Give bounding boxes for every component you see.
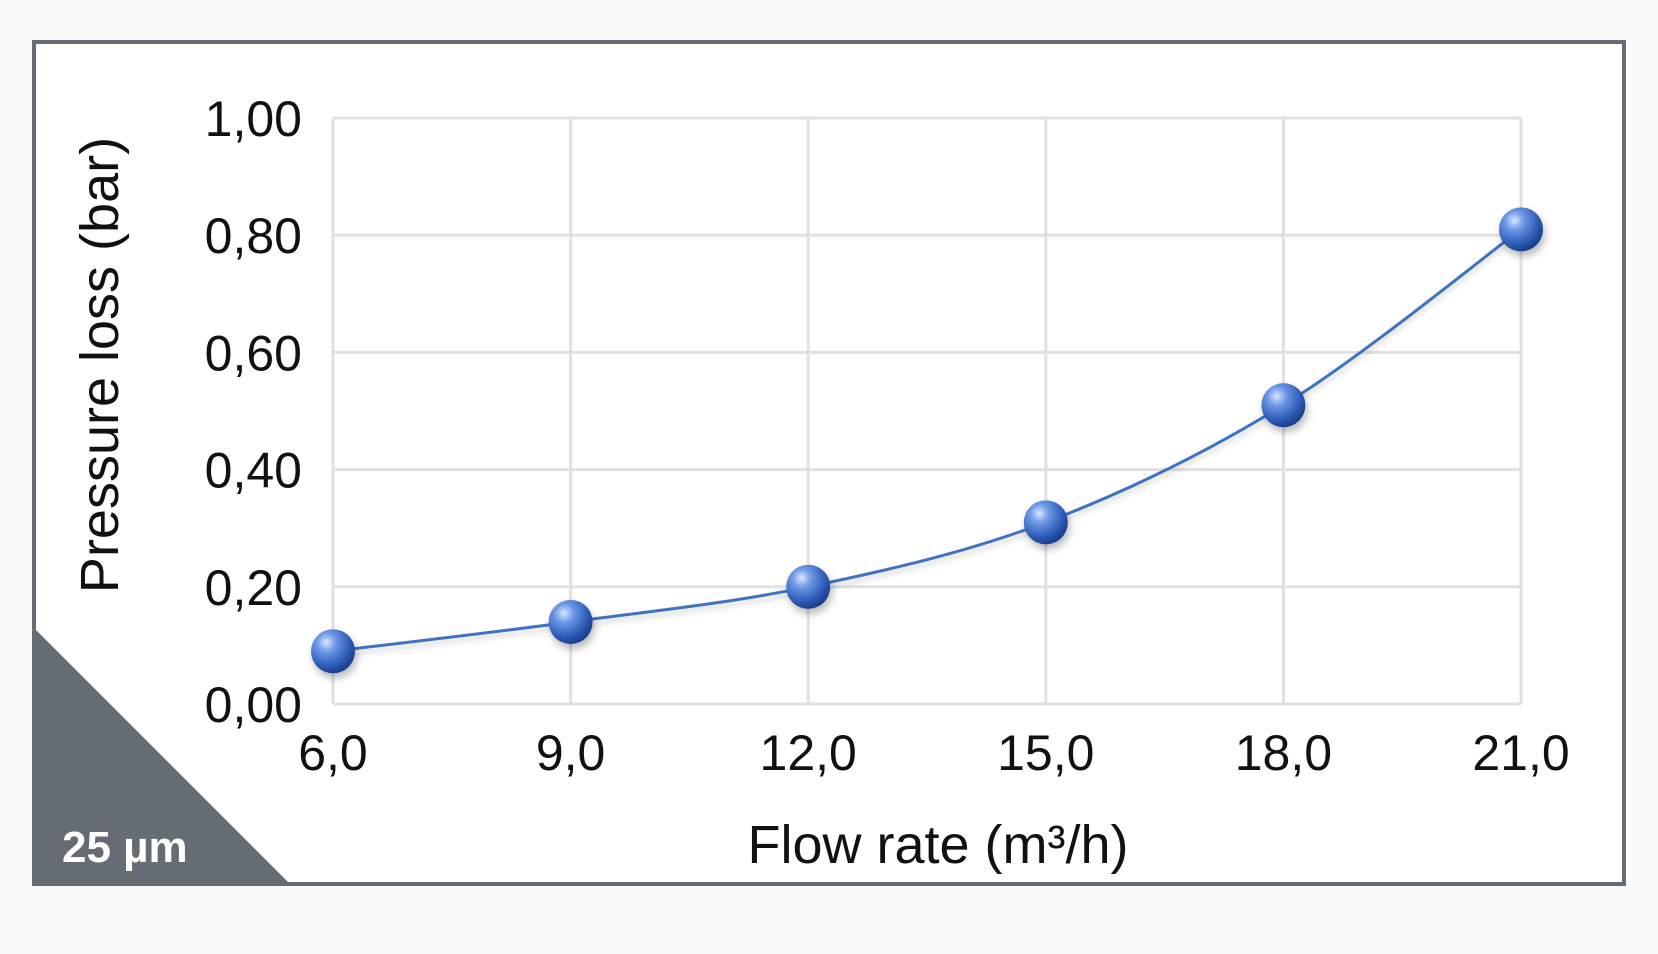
data-point-marker [1261,383,1306,428]
y-tick-label: 0,00 [205,677,302,733]
y-tick-label: 0,60 [205,325,302,381]
data-point-marker [1023,500,1068,545]
x-tick-label: 6,0 [298,725,368,781]
y-tick-label: 0,40 [205,443,302,499]
x-tick-label: 9,0 [536,725,606,781]
y-axis-label: Pressure loss (bar) [70,137,130,593]
data-point-marker [786,564,831,609]
y-tick-label: 0,80 [205,208,302,264]
data-point-marker [311,629,355,674]
y-tick-label: 1,00 [205,91,302,147]
x-axis-label: Flow rate (m³/h) [747,815,1128,875]
series-line [332,228,1522,653]
x-tick-label: 12,0 [760,725,857,781]
y-axis-ticks: 0,00 0,20 0,40 0,60 0,80 1,00 [205,91,302,733]
badge-label: 25 µm [62,823,188,872]
grid [331,116,1523,706]
x-axis-ticks: 6,0 9,0 12,0 15,0 18,0 21,0 [298,725,1569,781]
x-tick-label: 18,0 [1235,725,1332,781]
data-point-marker [548,599,593,644]
x-tick-label: 21,0 [1472,725,1569,781]
y-tick-label: 0,20 [205,560,302,616]
x-tick-label: 15,0 [997,725,1094,781]
series-markers [311,207,1543,674]
data-point-marker [1499,207,1543,252]
plot-area [333,118,1521,704]
badge-triangle [36,630,290,884]
